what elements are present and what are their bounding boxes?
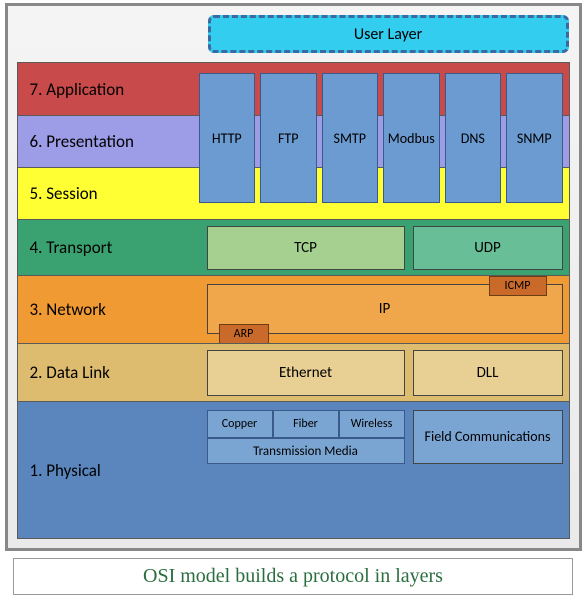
media-fiber: Fiber <box>273 410 339 438</box>
layer-label: 7. Application <box>18 63 191 115</box>
network-cell: IP ICMP ARP <box>191 276 569 343</box>
transport-cell: TCP UDP <box>191 220 569 275</box>
layer-label: 1. Physical <box>18 402 191 538</box>
row-network: 3. Network IP ICMP ARP <box>18 275 569 343</box>
media-wireless: Wireless <box>339 410 405 438</box>
diagram-frame: User Layer 7. Application 6. Presentatio… <box>5 3 582 551</box>
layer-stack: 7. Application 6. Presentation 5. Sessio… <box>17 62 570 539</box>
row-datalink: 2. Data Link Ethernet DLL <box>18 343 569 401</box>
transmission-media-label: Transmission Media <box>207 438 405 464</box>
layer-label: 2. Data Link <box>18 344 191 401</box>
caption: OSI model builds a protocol in layers <box>13 558 573 595</box>
app-dns: DNS <box>445 73 502 203</box>
app-snmp: SNMP <box>506 73 563 203</box>
media-copper: Copper <box>207 410 273 438</box>
arp-box: ARP <box>219 324 269 344</box>
layer-label: 4. Transport <box>18 220 191 275</box>
app-ftp: FTP <box>260 73 317 203</box>
app-http: HTTP <box>199 73 256 203</box>
udp-box: UDP <box>413 226 563 270</box>
datalink-cell: Ethernet DLL <box>191 344 569 401</box>
user-layer-box: User Layer <box>208 15 569 53</box>
row-transport: 4. Transport TCP UDP <box>18 219 569 275</box>
layer-label: 6. Presentation <box>18 116 191 167</box>
layer-label: 5. Session <box>18 168 191 219</box>
ethernet-box: Ethernet <box>207 350 405 396</box>
app-proto-group: HTTP FTP SMTP Modbus DNS SNMP <box>199 73 563 203</box>
tcp-box: TCP <box>207 226 405 270</box>
media-grid: Copper Fiber Wireless <box>207 410 405 438</box>
row-physical: 1. Physical Copper Fiber Wireless Transm… <box>18 401 569 538</box>
icmp-box: ICMP <box>489 276 547 296</box>
physical-cell: Copper Fiber Wireless Transmission Media… <box>191 402 569 538</box>
dll-box: DLL <box>413 350 563 396</box>
app-modbus: Modbus <box>383 73 440 203</box>
user-layer-label: User Layer <box>354 25 422 44</box>
layer-label: 3. Network <box>18 276 191 343</box>
app-smtp: SMTP <box>322 73 379 203</box>
field-comm-box: Field Communications <box>413 410 563 464</box>
